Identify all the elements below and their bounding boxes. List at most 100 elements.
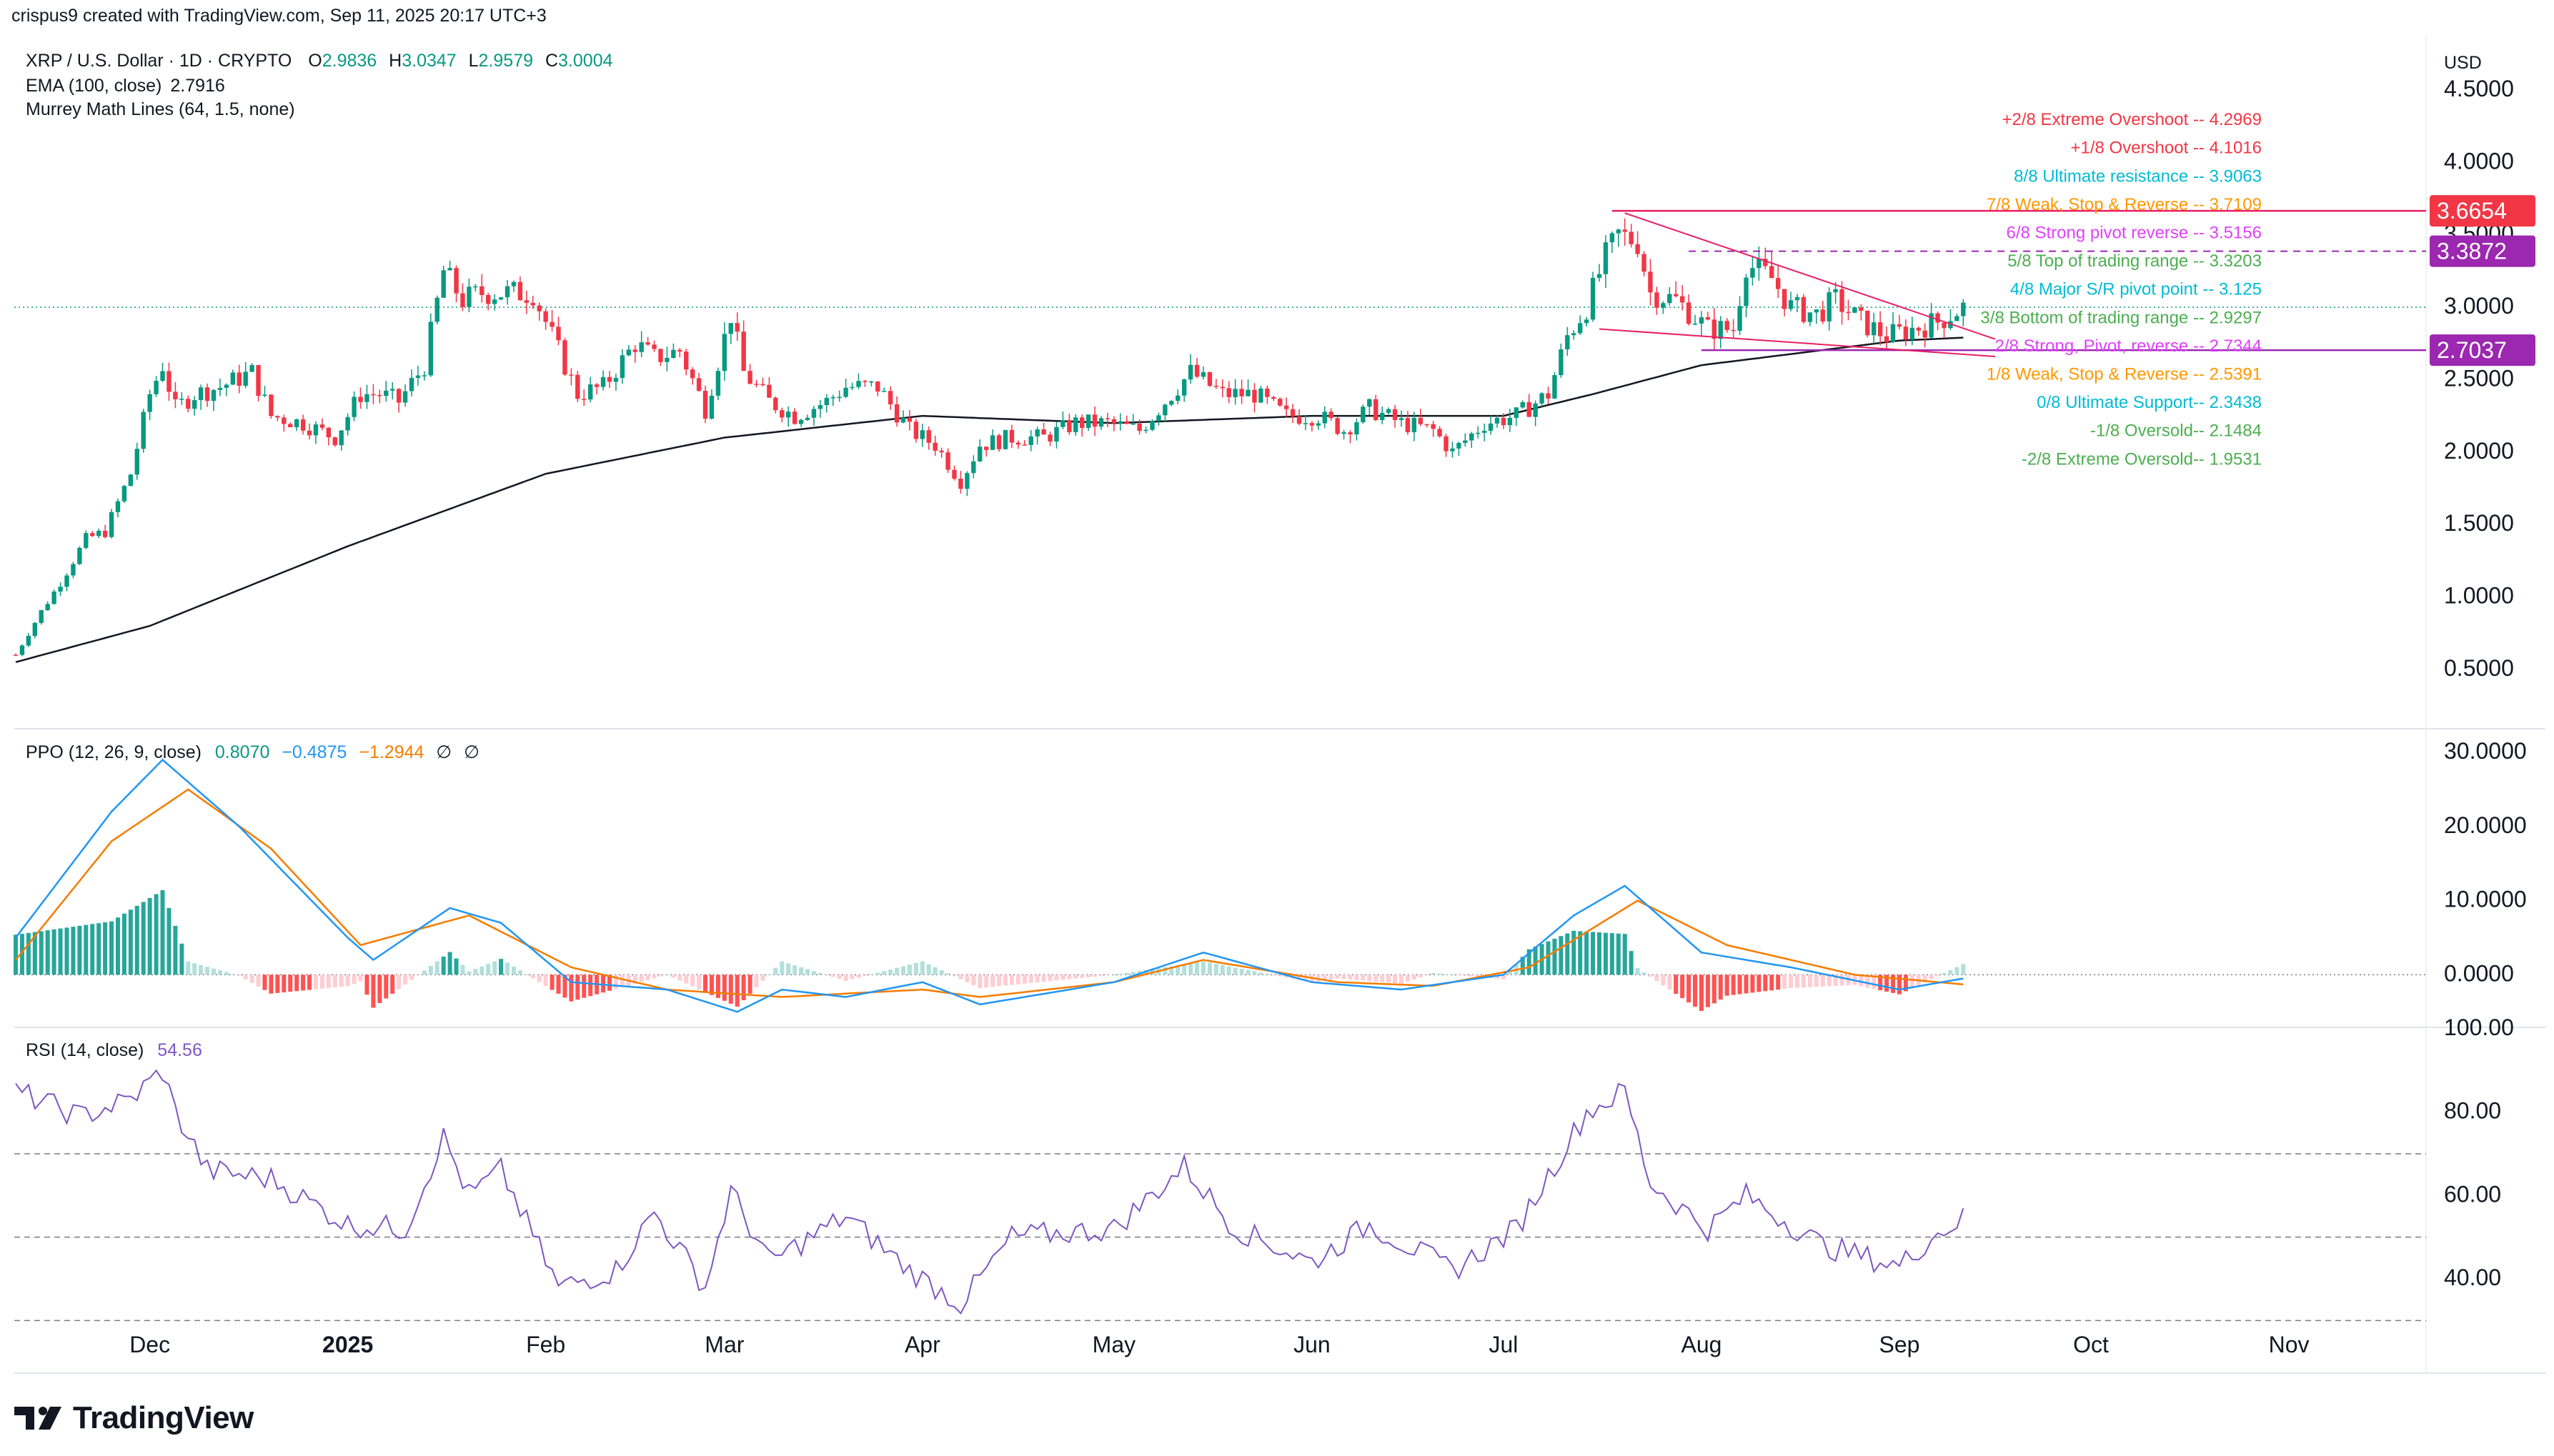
- ppo-histogram-bar: [1386, 974, 1391, 983]
- ppo-histogram-bar: [1705, 974, 1710, 1007]
- candle-body: [1054, 427, 1059, 442]
- candle-body: [1565, 335, 1570, 349]
- candle-body: [115, 501, 121, 512]
- candle-body: [1788, 300, 1794, 309]
- ppo-histogram-bar: [1322, 974, 1327, 981]
- ppo-histogram-bar: [84, 924, 89, 975]
- ppo-histogram-bar: [109, 921, 114, 975]
- price-tick-label: 4.5000: [2444, 76, 2514, 101]
- candle-body: [1194, 364, 1200, 377]
- candle-body: [371, 394, 376, 396]
- candle-body: [1546, 393, 1551, 399]
- ppo-histogram-bar: [952, 974, 957, 977]
- candle-body: [1373, 399, 1378, 420]
- ppo-histogram-bar: [1067, 974, 1072, 979]
- ppo-histogram-bar: [888, 969, 893, 975]
- ppo-histogram-bar: [294, 974, 299, 992]
- candle-body: [1539, 393, 1544, 404]
- candle-body: [1188, 364, 1193, 380]
- candle-body: [134, 449, 139, 475]
- candle-body: [1692, 323, 1698, 325]
- ppo-histogram-bar: [1789, 974, 1794, 989]
- ppo-histogram-bar: [1769, 974, 1774, 991]
- ppo-histogram-bar: [1954, 967, 1959, 975]
- ppo-histogram-bar: [1507, 972, 1512, 975]
- ppo-histogram-bar: [1711, 974, 1716, 1004]
- ppo-histogram-bar: [620, 974, 625, 987]
- ppo-histogram-bar: [1405, 974, 1410, 982]
- candle-body: [1431, 424, 1436, 429]
- ppo-histogram-bar: [1226, 966, 1231, 975]
- ppo-histogram-bar: [588, 974, 593, 997]
- candle-body: [1028, 436, 1033, 445]
- candle-body: [307, 430, 312, 436]
- candle-body: [1616, 229, 1621, 234]
- ppo-histogram-bar: [786, 963, 791, 975]
- candle-body: [71, 564, 76, 576]
- ppo-histogram-bar: [1674, 974, 1679, 994]
- candle-body: [882, 391, 887, 392]
- symbol-title: XRP / U.S. Dollar · 1D · CRYPTO: [26, 51, 292, 71]
- ppo-signal-line: [15, 788, 1964, 998]
- price-tick-label: 1.5000: [2444, 510, 2514, 536]
- candle-body: [741, 331, 746, 372]
- candle-body: [1003, 429, 1008, 449]
- candle-body: [1718, 321, 1723, 339]
- ppo-histogram-bar: [441, 957, 446, 975]
- ppo-histogram-bar: [1737, 974, 1742, 994]
- candle-body: [773, 397, 778, 411]
- ppo-histogram-bar: [863, 974, 868, 977]
- ppo-histogram-bar: [1048, 974, 1053, 982]
- ppo-histogram-bar: [875, 972, 880, 975]
- candle-body: [1085, 414, 1091, 428]
- candle-body: [702, 391, 708, 419]
- ppo-histogram-bar: [978, 974, 983, 989]
- candle-body: [1213, 386, 1219, 387]
- candle-body: [1009, 429, 1015, 443]
- ppo-histogram-bar: [345, 974, 350, 987]
- ppo-histogram-bar: [179, 943, 184, 975]
- candle-body: [1942, 322, 1947, 329]
- candle-body: [818, 405, 823, 409]
- candle-body: [1265, 388, 1270, 397]
- candle-body: [1048, 434, 1053, 442]
- tradingview-footer[interactable]: TradingView: [14, 1397, 254, 1440]
- ppo-histogram-bar: [1335, 974, 1340, 979]
- candle-body: [96, 530, 101, 537]
- candle-body: [1335, 418, 1340, 434]
- candle-body: [863, 381, 868, 382]
- candle-body: [1526, 402, 1531, 417]
- ppo-histogram-bar: [397, 974, 402, 989]
- candle-body: [288, 424, 293, 428]
- rsi-tick-label: 100.00: [2444, 1014, 2514, 1040]
- ppo-histogram-bar: [1054, 974, 1059, 981]
- candle-body: [798, 419, 804, 424]
- ppo-histogram-bar: [543, 974, 548, 987]
- ppo-histogram-bar: [1258, 972, 1263, 975]
- ppo-histogram-bar: [256, 974, 261, 987]
- candle-body: [933, 442, 938, 451]
- candle-body: [1705, 317, 1711, 320]
- candle-body: [1476, 432, 1481, 434]
- candle-body: [875, 381, 880, 392]
- ppo-histogram-bar: [282, 974, 287, 993]
- chart-caption: crispus9 created with TradingView.com, S…: [11, 6, 547, 26]
- candle-body: [1067, 420, 1072, 432]
- ppo-histogram-bar: [1801, 974, 1806, 988]
- ppo-histogram-bar: [613, 974, 618, 989]
- ppo-histogram-bar: [1086, 974, 1091, 977]
- candle-body: [524, 300, 530, 303]
- candle-body: [767, 384, 772, 398]
- candle-body: [1872, 322, 1877, 336]
- candle-body: [1463, 440, 1468, 443]
- ppo-histogram-bar: [939, 970, 944, 975]
- ppo-empty-1: ∅: [436, 742, 452, 762]
- candle-body: [920, 430, 925, 439]
- ppo-histogram-bar: [1022, 974, 1027, 984]
- candle-body: [26, 636, 31, 646]
- candle-body: [1903, 326, 1909, 340]
- ppo-histogram-bar: [1195, 962, 1200, 975]
- ppo-histogram-bar: [1820, 974, 1825, 987]
- ppo-histogram-bar: [1476, 974, 1481, 977]
